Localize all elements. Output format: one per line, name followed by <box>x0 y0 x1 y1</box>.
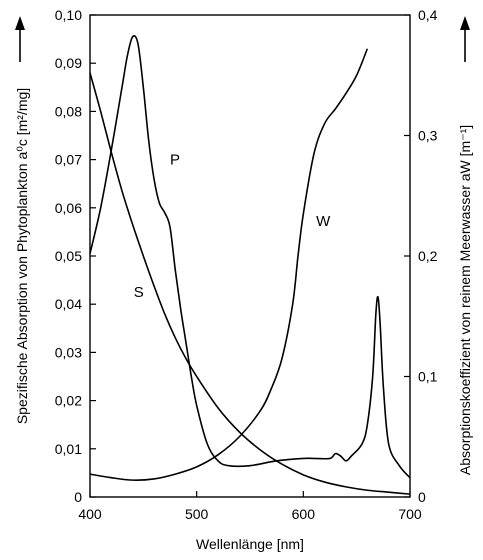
left-y-tick-label: 0,10 <box>55 7 82 23</box>
left-y-tick-label: 0,07 <box>55 152 82 168</box>
curve-label-p: P <box>170 151 180 168</box>
curve-s <box>89 72 411 495</box>
x-tick-label: 400 <box>78 506 102 522</box>
left-y-tick-label: 0,01 <box>55 441 82 457</box>
left-y-axis-ticks: 0 0,01 0,02 0,03 0,04 0,05 0,06 0,07 0,08 0,09 0,1… <box>55 7 96 505</box>
curve-label-w: W <box>316 213 331 230</box>
right-y-axis-ticks: 0 0,1 0,2 0,3 0,4 <box>404 7 438 505</box>
curve-p <box>89 34 411 479</box>
left-y-tick-label: 0,05 <box>55 248 82 264</box>
x-tick-label: 600 <box>292 506 316 522</box>
left-y-axis-title-group: Spezifische Absorption von Phytoplankton… <box>14 88 30 424</box>
left-y-tick-label: 0 <box>74 489 82 505</box>
right-y-axis-title-group: Absorptionskoeffizient von reinem Meerwa… <box>457 125 473 475</box>
curve-label-s: S <box>134 284 144 301</box>
right-y-tick-label: 0,4 <box>418 7 438 23</box>
left-y-tick-label: 0,03 <box>55 344 82 360</box>
curves <box>89 34 411 495</box>
curve-labels: P S W <box>134 151 331 301</box>
left-y-tick-label: 0,09 <box>55 55 82 71</box>
x-axis-ticks: 400 500 600 700 <box>78 491 422 522</box>
right-axis-arrow-icon <box>460 16 470 62</box>
x-tick-label: 700 <box>398 506 422 522</box>
curve-w <box>89 48 369 481</box>
right-y-tick-label: 0,1 <box>418 369 438 385</box>
right-y-tick-label: 0,3 <box>418 128 438 144</box>
x-axis-title: Wellenlänge [nm] <box>196 536 304 552</box>
left-y-tick-label: 0,02 <box>55 393 82 409</box>
right-y-axis-title: Absorptionskoeffizient von reinem Meerwa… <box>457 125 473 475</box>
left-y-tick-label: 0,04 <box>55 296 82 312</box>
left-y-tick-label: 0,06 <box>55 200 82 216</box>
right-y-tick-label: 0 <box>418 489 426 505</box>
left-y-axis-title: Spezifische Absorption von Phytoplankton… <box>14 88 30 424</box>
x-tick-label: 500 <box>185 506 209 522</box>
left-y-tick-label: 0,08 <box>55 103 82 119</box>
right-y-tick-label: 0,2 <box>418 248 438 264</box>
left-axis-arrow-icon <box>15 16 25 62</box>
